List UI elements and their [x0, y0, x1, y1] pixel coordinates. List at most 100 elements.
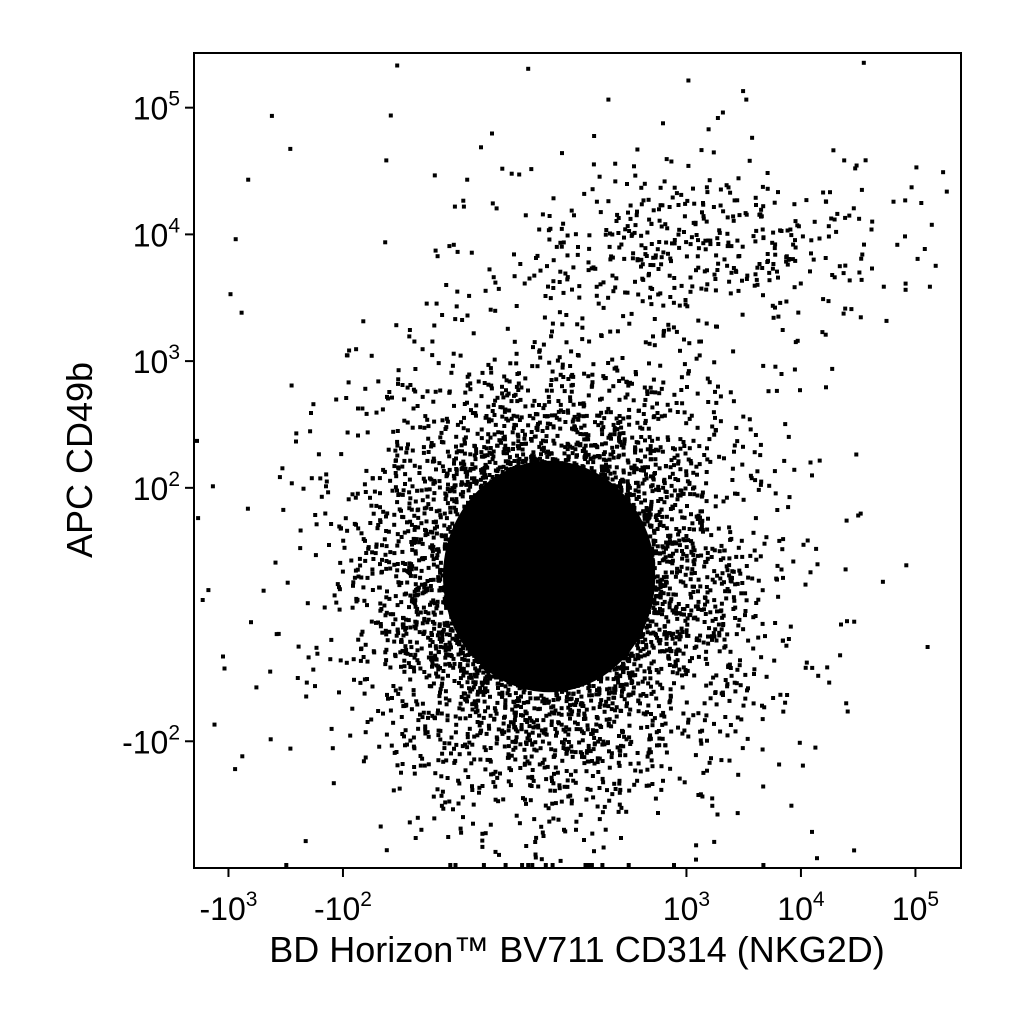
event-dot-main — [459, 420, 463, 425]
event-dot-main — [537, 348, 542, 353]
event-dot-main — [392, 551, 397, 556]
event-dot-main — [530, 774, 535, 779]
event-dot-main — [732, 443, 737, 448]
event-dot-main — [478, 477, 483, 482]
event-dot-main — [558, 372, 563, 377]
event-dot-main — [515, 432, 520, 437]
event-dot-main — [580, 754, 584, 759]
event-dot-main — [433, 716, 437, 721]
event-dot-main — [442, 741, 447, 746]
event-dot-main — [566, 691, 571, 696]
event-dot-main — [428, 643, 433, 648]
event-dot-main — [582, 446, 587, 451]
event-dot-main — [540, 438, 545, 443]
event-dot-main — [573, 447, 578, 452]
event-dot-main — [385, 589, 389, 594]
event-dot-main — [695, 472, 699, 477]
event-dot-main — [447, 467, 452, 472]
event-dot-main — [611, 677, 616, 682]
event-dot-main — [507, 766, 512, 771]
event-dot-main — [422, 425, 427, 430]
event-dot-main — [468, 481, 473, 486]
event-dot-main — [464, 670, 469, 675]
event-dot-main — [776, 594, 781, 599]
event-dot-main — [546, 284, 550, 289]
event-dot-main — [466, 383, 471, 388]
event-dot-main — [647, 361, 651, 366]
event-dot-main — [628, 761, 633, 766]
event-dot-main — [544, 414, 549, 419]
event-dot-main — [643, 340, 648, 345]
event-dot-main — [683, 572, 688, 577]
event-dot-main — [402, 418, 407, 423]
event-dot-main — [590, 380, 595, 385]
event-dot-main — [725, 682, 730, 687]
event-dot-main — [656, 729, 661, 733]
event-dot-main — [619, 488, 624, 493]
event-dot-main — [437, 700, 442, 705]
event-dot-main — [713, 690, 718, 695]
event-dot-main — [438, 388, 443, 393]
event-dot-main — [400, 699, 405, 704]
event-dot-main — [514, 384, 519, 389]
event-dot-main — [549, 723, 554, 727]
event-dot-main — [403, 482, 407, 486]
event-dot-main — [380, 557, 384, 562]
event-dot-main — [645, 754, 650, 759]
event-dot-main — [683, 451, 688, 456]
event-dot-main — [493, 708, 498, 713]
event-dot-main — [505, 691, 510, 696]
event-dot-main — [635, 778, 640, 783]
event-dot-main — [337, 587, 342, 592]
event-dot-main — [474, 451, 479, 455]
event-dot-main — [587, 339, 592, 344]
event-dot-main — [684, 700, 689, 705]
event-dot-main — [505, 451, 509, 456]
event-dot-main — [721, 613, 726, 618]
event-dot-main — [429, 631, 434, 635]
event-dot-main — [616, 455, 621, 460]
event-dot-main — [656, 513, 661, 517]
event-dot-main — [466, 775, 471, 779]
event-dot-main — [716, 622, 721, 627]
event-dot-main — [488, 822, 493, 827]
event-dot-main — [406, 529, 411, 534]
event-dot-main — [412, 765, 417, 769]
event-dot-main — [676, 459, 681, 464]
event-dot-main — [489, 383, 494, 388]
event-dot-main — [506, 735, 511, 740]
event-dot-main — [563, 737, 567, 742]
event-dot-main — [459, 695, 464, 699]
event-dot-main — [621, 744, 626, 749]
event-dot-main — [434, 663, 439, 668]
event-dot-main — [391, 788, 396, 793]
event-dot-main — [710, 546, 715, 551]
event-dot-main — [549, 710, 554, 715]
event-dot-main — [443, 642, 448, 647]
event-dot-main — [386, 696, 390, 701]
event-dot-main — [925, 645, 930, 649]
event-dot-main — [411, 665, 416, 670]
event-dot-main — [329, 726, 334, 731]
event-dot-main — [372, 650, 377, 655]
event-dot-main — [486, 404, 491, 409]
event-dot-main — [631, 685, 636, 690]
event-dot-main — [685, 633, 690, 638]
event-dot-main — [664, 495, 669, 500]
event-dot-main — [649, 499, 654, 504]
event-dot-main — [356, 637, 361, 642]
event-dot-main — [369, 503, 374, 508]
event-dot-main — [407, 328, 412, 332]
event-dot-main — [479, 450, 484, 455]
event-dot-main — [407, 605, 411, 610]
event-dot-main — [519, 415, 524, 420]
event-dot-main — [542, 765, 547, 770]
event-dot-main — [446, 645, 450, 650]
event-dot-main — [758, 554, 763, 559]
event-dot-main — [457, 781, 462, 786]
event-dot-main — [453, 863, 458, 867]
event-dot-main — [371, 511, 376, 516]
event-dot-main — [512, 339, 517, 344]
event-dot-main — [473, 411, 478, 416]
event-dot-main — [533, 855, 538, 860]
